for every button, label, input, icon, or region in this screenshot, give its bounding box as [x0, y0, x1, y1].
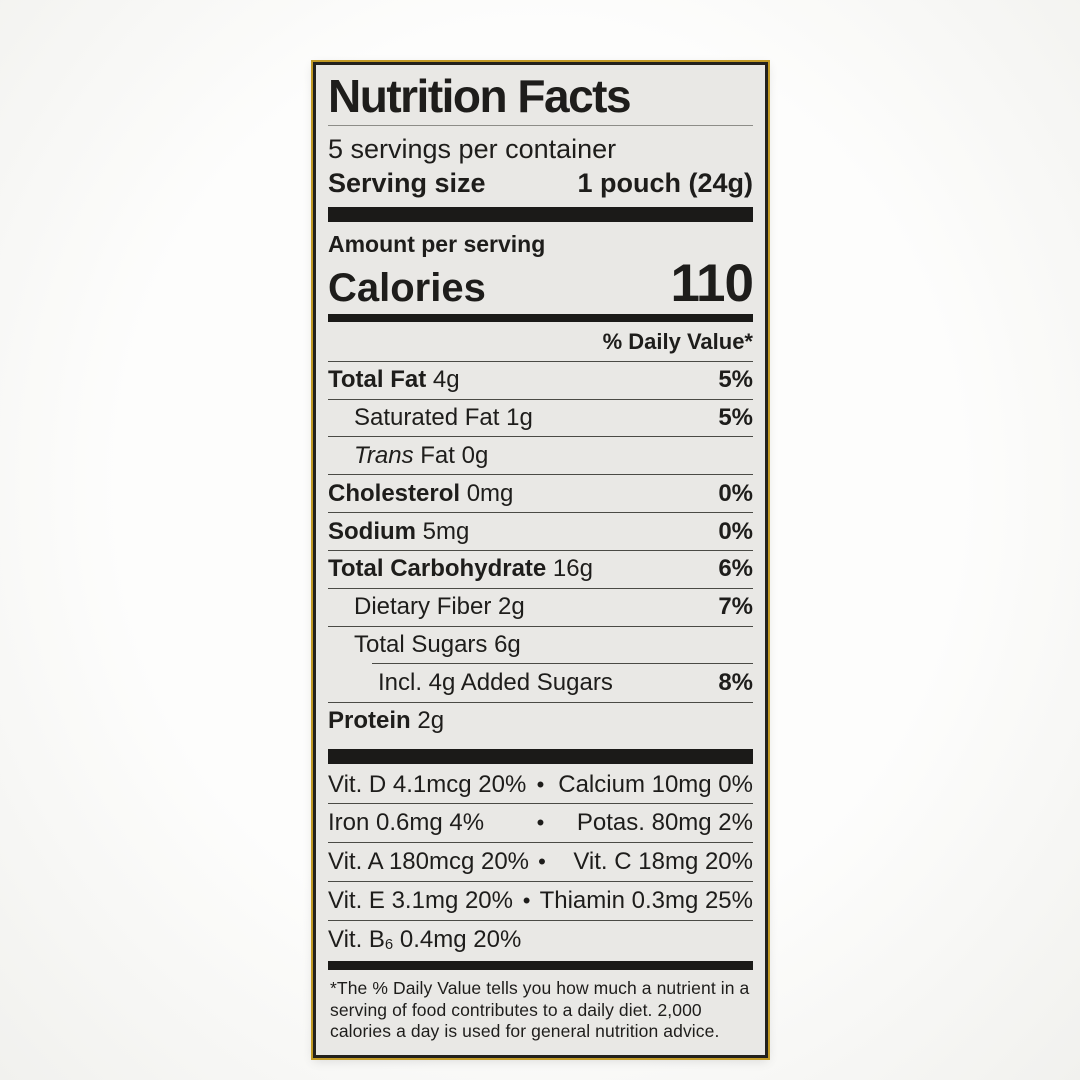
- nutrient-amount: 16g: [552, 555, 593, 583]
- nutrient-name: Dietary Fiber: [354, 593, 492, 621]
- nutrient-row-added-sugars: Incl. 4g Added Sugars 8%: [328, 663, 753, 701]
- title-divider: [328, 124, 753, 126]
- calories-label: Calories: [328, 265, 486, 310]
- micronutrient-left: Vit. E 3.1mg 20%: [328, 887, 513, 915]
- nutrient-amount: 0mg: [466, 479, 514, 507]
- nutrient-name: Total Carbohydrate: [328, 555, 547, 583]
- nutrient-name: Total Fat: [328, 366, 427, 394]
- nutrient-row-trans-fat: Trans Fat 0g: [328, 436, 753, 474]
- nutrient-name-italic: Trans: [354, 441, 414, 469]
- nutrient-name: Incl. 4g Added Sugars: [378, 669, 613, 697]
- nutrient-name: Cholesterol: [328, 479, 461, 507]
- nutrient-amount: 0g: [461, 441, 489, 469]
- micronutrient-left: Vit. B6 0.4mg 20%: [328, 926, 528, 954]
- nutrient-amount: 6g: [494, 631, 521, 659]
- nutrient-dv: 8%: [718, 669, 753, 697]
- nutrient-dv: 5%: [718, 366, 753, 394]
- micronutrient-right: Thiamin 0.3mg 25%: [539, 887, 753, 915]
- nutrient-amount: 5mg: [422, 517, 470, 545]
- nutrient-name: Fat: [420, 441, 455, 469]
- daily-value-header: % Daily Value*: [602, 328, 753, 354]
- nutrient-amount: 2g: [417, 707, 445, 735]
- nutrient-row-dietary-fiber: Dietary Fiber 2g 7%: [328, 587, 753, 626]
- vitamin-b-subscript: 6: [384, 936, 394, 953]
- nutrient-row-sodium: Sodium 5mg 0%: [328, 512, 753, 550]
- daily-value-footnote: *The % Daily Value tells you how much a …: [330, 977, 750, 1042]
- micronutrient-row: Vit. A 180mcg 20% • Vit. C 18mg 20%: [328, 842, 753, 881]
- bullet-separator: •: [538, 849, 546, 875]
- micronutrient-left: Iron 0.6mg 4%: [328, 809, 485, 837]
- label-title: Nutrition Facts: [328, 70, 632, 122]
- micronutrient-left: Vit. D 4.1mcg 20%: [328, 770, 527, 798]
- nutrient-name: Total Sugars: [354, 631, 488, 659]
- nutrient-row-total-fat: Total Fat 4g 5%: [328, 360, 753, 399]
- micronutrient-row: Vit. E 3.1mg 20% • Thiamin 0.3mg 25%: [328, 881, 753, 920]
- nutrient-dv: 6%: [718, 555, 753, 583]
- divider-bar-thick: [328, 748, 753, 764]
- nutrient-dv: 7%: [718, 593, 753, 621]
- nutrient-name: Protein: [328, 707, 411, 735]
- divider-bar-medium: [328, 313, 753, 322]
- nutrient-amount: 2g: [498, 593, 525, 621]
- nutrient-row-total-sugars: Total Sugars 6g: [328, 625, 753, 664]
- amount-per-serving-label: Amount per serving: [328, 231, 546, 258]
- divider-bar-bottom: [328, 960, 753, 970]
- serving-size-row: Serving size 1 pouch (24g): [328, 168, 753, 207]
- nutrient-dv: 0%: [718, 479, 753, 507]
- bullet-separator: •: [522, 888, 531, 914]
- nutrient-dv: 0%: [718, 517, 753, 545]
- nutrition-facts-label: Nutrition Facts 5 servings per container…: [313, 62, 768, 1058]
- servings-per-container: 5 servings per container: [328, 133, 617, 164]
- micronutrient-row-vitamin-b6: Vit. B6 0.4mg 20%: [328, 919, 753, 959]
- micronutrient-row: Iron 0.6mg 4% • Potas. 80mg 2%: [328, 803, 753, 842]
- nutrient-row-protein: Protein 2g: [328, 701, 753, 740]
- serving-size-value: 1 pouch (24g): [577, 168, 753, 199]
- nutrient-name: Saturated Fat: [354, 404, 500, 432]
- nutrient-amount: 4g: [432, 366, 460, 394]
- vitamin-b-amount: 0.4mg 20%: [393, 925, 522, 953]
- nutrient-amount: 1g: [506, 404, 533, 432]
- vitamin-b-text: Vit. B: [328, 925, 385, 953]
- nutrient-row-total-carbohydrate: Total Carbohydrate 16g 6%: [328, 549, 753, 588]
- micronutrient-left: Vit. A 180mcg 20%: [328, 848, 530, 876]
- micronutrient-right: Potas. 80mg 2%: [576, 809, 753, 837]
- calories-row: Calories 110: [328, 253, 754, 313]
- nutrient-row-saturated-fat: Saturated Fat 1g 5%: [328, 398, 753, 437]
- serving-size-label: Serving size: [328, 168, 486, 199]
- divider-bar-thick: [328, 207, 753, 223]
- nutrient-name: Sodium: [328, 517, 416, 545]
- calories-value: 110: [670, 253, 754, 313]
- nutrient-row-cholesterol: Cholesterol 0mg 0%: [328, 474, 753, 512]
- micronutrient-right: Vit. C 18mg 20%: [573, 848, 753, 876]
- bullet-separator: •: [536, 771, 545, 797]
- bullet-separator: •: [536, 810, 545, 836]
- micronutrient-right: Calcium 10mg 0%: [558, 770, 753, 798]
- nutrient-dv: 5%: [718, 404, 753, 432]
- micronutrient-row: Vit. D 4.1mcg 20% • Calcium 10mg 0%: [328, 764, 753, 804]
